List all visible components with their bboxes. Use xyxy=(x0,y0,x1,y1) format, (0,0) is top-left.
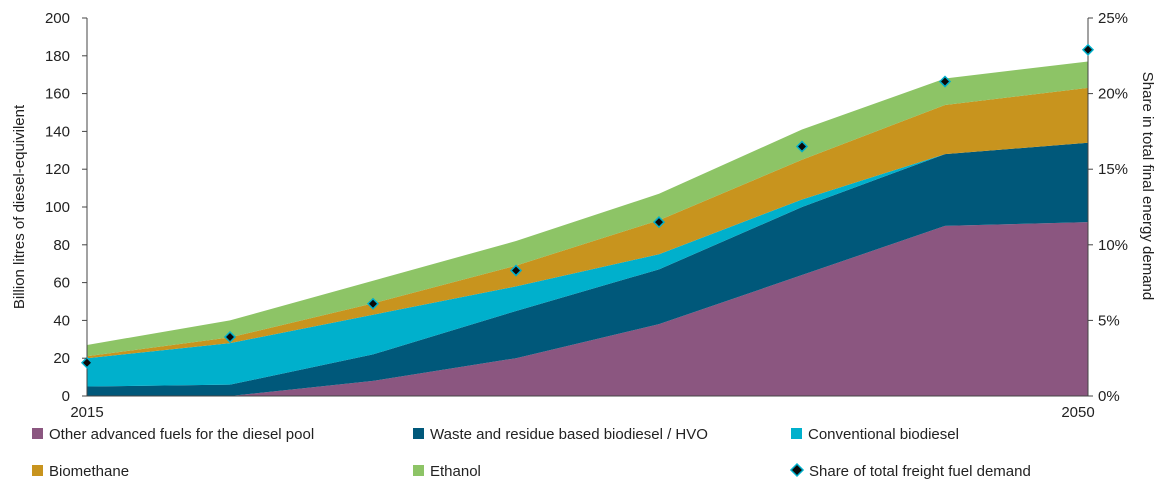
share-marker xyxy=(509,264,523,277)
share-marker xyxy=(795,140,809,153)
y-left-tick-label: 160 xyxy=(45,86,70,103)
legend-swatch-2 xyxy=(791,428,802,439)
y-left-tick-label: 80 xyxy=(53,237,70,254)
x-tick-label-end: 2050 xyxy=(1061,404,1094,421)
legend-label-2: Conventional biodiesel xyxy=(808,426,959,443)
share-markers-group xyxy=(80,43,1095,369)
area-series-1 xyxy=(87,142,1088,396)
y-left-tick-label: 40 xyxy=(53,312,70,329)
share-marker xyxy=(652,216,666,229)
legend-share-marker xyxy=(789,462,805,478)
legend-label-4: Ethanol xyxy=(430,463,481,480)
legend-swatch-1 xyxy=(413,428,424,439)
x-tick-label-start: 2015 xyxy=(70,404,103,421)
y-axis-right-title: Share in total final energy demand xyxy=(1139,72,1156,300)
y-left-tick-label: 0 xyxy=(62,388,70,405)
y-right-tick-label: 10% xyxy=(1098,237,1128,254)
area-series-3 xyxy=(87,87,1088,359)
y-left-tick-label: 140 xyxy=(45,123,70,140)
legend-label-share: Share of total freight fuel demand xyxy=(809,463,1031,480)
y-left-tick-label: 120 xyxy=(45,161,70,178)
share-marker xyxy=(80,356,94,369)
area-series-group xyxy=(87,61,1088,396)
legend-label-1: Waste and residue based biodiesel / HVO xyxy=(430,426,708,443)
left-axis-ticks: 0 20 40 60 80 100 120 140 160 180 200 xyxy=(45,10,87,405)
share-marker xyxy=(938,75,952,88)
legend-swatch-3 xyxy=(32,465,43,476)
y-right-tick-label: 5% xyxy=(1098,312,1120,329)
y-axis-left-title: Billion litres of diesel-equivilent xyxy=(11,104,28,309)
y-left-tick-label: 100 xyxy=(45,199,70,216)
y-left-tick-label: 60 xyxy=(53,275,70,292)
y-right-tick-label: 20% xyxy=(1098,86,1128,103)
y-left-tick-label: 180 xyxy=(45,48,70,65)
legend-label-3: Biomethane xyxy=(49,463,129,480)
y-right-tick-label: 0% xyxy=(1098,388,1120,405)
area-series-0 xyxy=(87,222,1088,396)
legend: Other advanced fuels for the diesel pool… xyxy=(32,426,1031,480)
y-left-tick-label: 20 xyxy=(53,350,70,367)
y-right-tick-label: 15% xyxy=(1098,161,1128,178)
legend-swatch-0 xyxy=(32,428,43,439)
area-series-4 xyxy=(87,61,1088,357)
area-series-2 xyxy=(87,142,1088,387)
share-marker xyxy=(223,330,237,344)
legend-label-0: Other advanced fuels for the diesel pool xyxy=(49,426,314,443)
share-marker xyxy=(366,297,380,310)
y-left-tick-label: 200 xyxy=(45,10,70,27)
share-marker xyxy=(1081,43,1095,56)
right-axis-ticks: 0% 5% 10% 15% 20% 25% xyxy=(1088,10,1128,405)
legend-swatch-4 xyxy=(413,465,424,476)
y-right-tick-label: 25% xyxy=(1098,10,1128,27)
x-axis-ticks: 2015 2050 xyxy=(70,404,1094,421)
